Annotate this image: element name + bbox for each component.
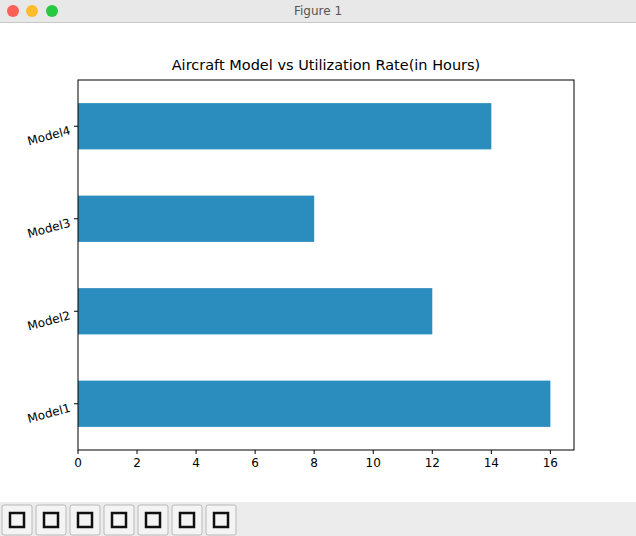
toolbar-button[interactable] (138, 505, 168, 535)
chart-title: Aircraft Model vs Utilization Rate(in Ho… (172, 57, 481, 73)
x-tick (314, 450, 315, 454)
y-tick-label: Model3 (26, 216, 72, 241)
x-tick-label: 0 (74, 456, 82, 470)
x-tick (491, 450, 492, 454)
y-tick (74, 311, 78, 312)
window-title: Figure 1 (294, 4, 342, 18)
toolbar-icon (78, 513, 92, 527)
x-tick-label: 10 (366, 456, 381, 470)
y-tick (74, 218, 78, 219)
toolbar-button[interactable] (70, 505, 100, 535)
toolbar-icon (10, 513, 24, 527)
bar (78, 196, 314, 242)
x-tick (196, 450, 197, 454)
toolbar-icon (112, 513, 126, 527)
window-button[interactable] (7, 5, 19, 17)
x-tick (373, 450, 374, 454)
figure: Figure 1 Aircraft Model vs Utilization Ra… (0, 0, 636, 536)
plot-frame (78, 80, 574, 450)
window-button[interactable] (26, 5, 38, 17)
title-bar-border (0, 22, 636, 23)
toolbar-button[interactable] (2, 505, 32, 535)
x-tick (137, 450, 138, 454)
toolbar-icon (44, 513, 58, 527)
toolbar-button[interactable] (172, 505, 202, 535)
bar (78, 288, 432, 334)
x-tick-label: 6 (251, 456, 259, 470)
window-button[interactable] (46, 5, 58, 17)
x-tick (255, 450, 256, 454)
toolbar-button[interactable] (36, 505, 66, 535)
y-tick (74, 126, 78, 127)
x-tick-label: 4 (192, 456, 200, 470)
toolbar-button[interactable] (104, 505, 134, 535)
x-tick (78, 450, 79, 454)
toolbar-icon (146, 513, 160, 527)
bars (78, 103, 550, 427)
x-tick-label: 8 (310, 456, 318, 470)
y-tick-label: Model4 (26, 123, 72, 148)
y-tick-label: Model2 (26, 308, 72, 333)
toolbar-icon (214, 513, 228, 527)
bar (78, 103, 491, 149)
x-tick-label: 12 (425, 456, 440, 470)
x-tick (432, 450, 433, 454)
bar (78, 381, 550, 427)
y-tick (74, 403, 78, 404)
x-tick-label: 16 (543, 456, 558, 470)
x-tick-label: 14 (484, 456, 499, 470)
title-bar (0, 0, 636, 22)
x-tick (550, 450, 551, 454)
toolbar (0, 502, 636, 536)
y-tick-label: Model1 (26, 401, 72, 426)
x-tick-label: 2 (133, 456, 141, 470)
toolbar-button[interactable] (206, 505, 236, 535)
toolbar-icon (180, 513, 194, 527)
root: Figure 1 Aircraft Model vs Utilization Ra… (0, 0, 636, 536)
